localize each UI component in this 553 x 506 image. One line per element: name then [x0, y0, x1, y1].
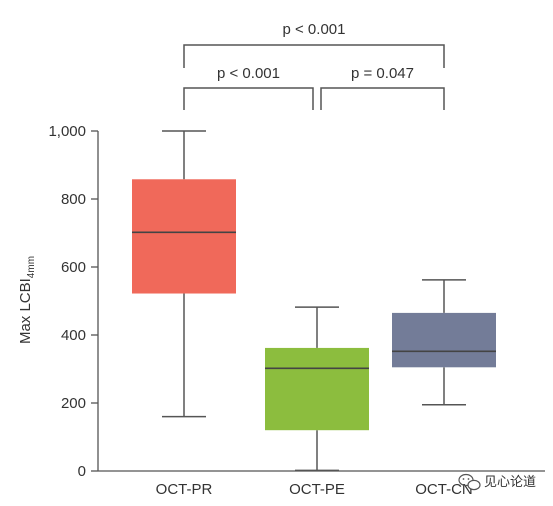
y-tick-label: 600: [61, 259, 86, 276]
y-tick-label: 1,000: [48, 123, 86, 140]
iqr-box: [265, 347, 369, 431]
y-axis: 0 200 400 600 800 1,000: [48, 123, 545, 480]
bracket-line: [183, 87, 314, 110]
bracket-oct-pe-oct-cn: p = 0.047: [320, 65, 445, 110]
p-value-label: p = 0.047: [351, 65, 414, 82]
boxes: [132, 130, 496, 472]
x-axis-labels: OCT-PR OCT-PE OCT-CN: [156, 481, 473, 498]
iqr-box: [392, 312, 496, 368]
box-oct-cn: [392, 279, 496, 406]
y-tick-label: 800: [61, 191, 86, 208]
iqr-box: [132, 179, 236, 294]
bracket-oct-pr-oct-cn: p < 0.001: [183, 21, 445, 68]
y-tick-label: 400: [61, 327, 86, 344]
x-category-label: OCT-PR: [156, 481, 213, 498]
x-category-label: OCT-PE: [289, 481, 345, 498]
y-tick-label: 200: [61, 395, 86, 412]
y-axis-title-subscript: 4mm: [26, 256, 37, 278]
p-value-label: p < 0.001: [283, 21, 346, 38]
p-value-label: p < 0.001: [217, 65, 280, 82]
y-axis-title-main: Max LCBI: [17, 278, 34, 344]
significance-brackets: p < 0.001 p < 0.001 p = 0.047: [183, 21, 445, 110]
bracket-line: [183, 44, 445, 68]
bracket-oct-pr-oct-pe: p < 0.001: [183, 65, 314, 110]
box-oct-pr: [132, 130, 236, 418]
y-axis-title: Max LCBI4mm: [17, 256, 37, 344]
watermark: 见心论道: [458, 473, 536, 491]
watermark-text: 见心论道: [484, 475, 536, 490]
y-tick-label: 0: [78, 463, 86, 480]
x-category-label: OCT-CN: [415, 481, 473, 498]
box-oct-pe: [265, 306, 369, 472]
wechat-icon: [458, 473, 481, 491]
bracket-line: [320, 87, 445, 110]
